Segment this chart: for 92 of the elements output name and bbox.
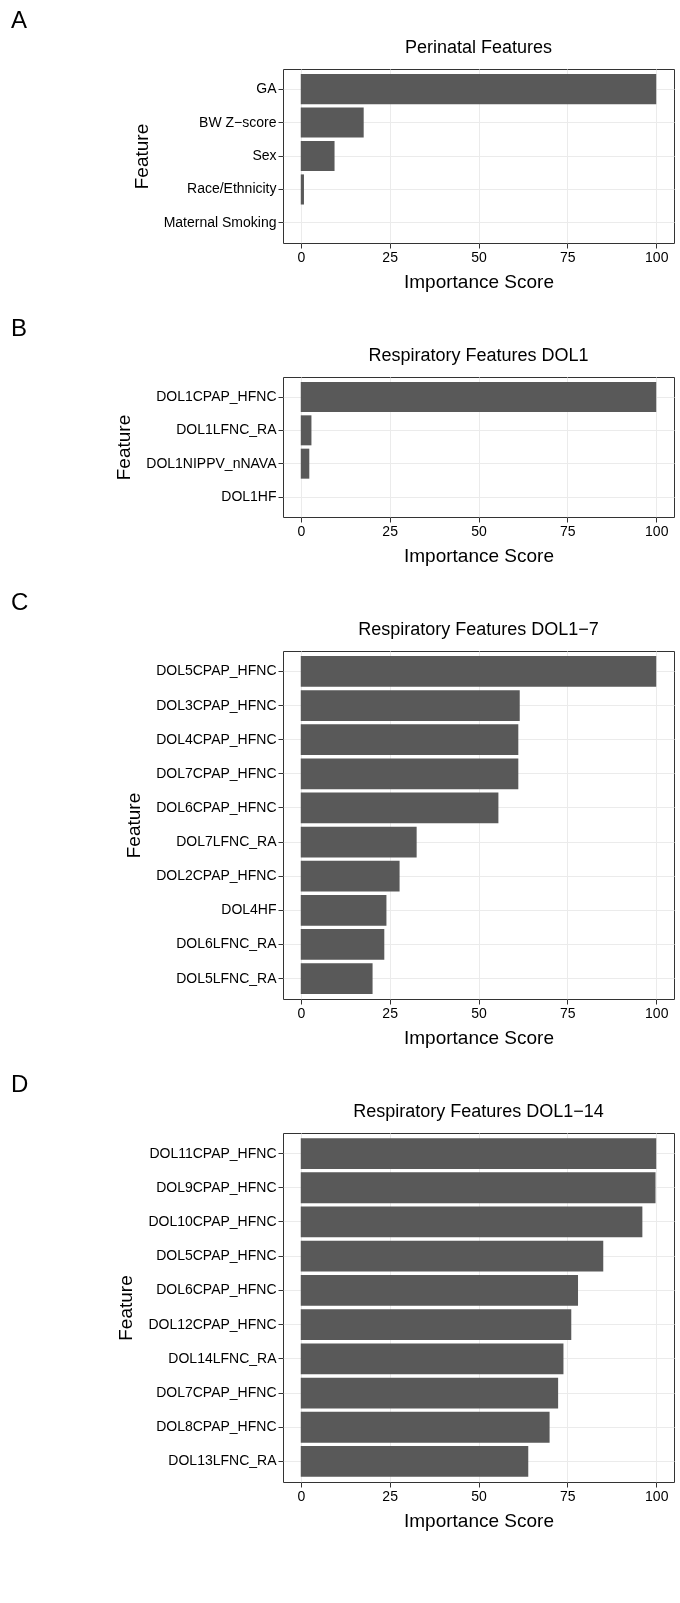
bar [300,1411,550,1443]
y-tick-label: DOL7LFNC_RA [176,833,278,850]
y-tick-label: DOL5CPAP_HFNC [156,1247,277,1264]
chart-title: Respiratory Features DOL1−7 [358,619,599,639]
y-tick-label: GA [256,80,278,97]
x-tick-label: 0 [297,1004,306,1021]
y-tick-label: DOL9CPAP_HFNC [156,1178,277,1195]
y-tick-label: DOL6CPAP_HFNC [156,798,277,815]
x-tick-label: 100 [645,248,669,265]
x-tick-label: 75 [560,522,576,539]
bar [300,1240,604,1272]
x-tick-label: 25 [382,1487,399,1504]
text: D [11,1070,29,1097]
x-tick-label: 75 [560,1004,576,1021]
y-tick-label: DOL2CPAP_HFNC [156,867,277,884]
bar [300,74,657,105]
bar [300,1275,579,1306]
y-tick-label: DOL4CPAP_HFNC [156,730,277,747]
y-axis-title: Feature [115,1275,137,1341]
y-tick-label: DOL10CPAP_HFNC [148,1212,277,1229]
x-tick-label: 0 [297,248,306,265]
y-tick-label: DOL7CPAP_HFNC [156,1384,277,1401]
x-tick-label: 25 [382,248,399,265]
bar [300,1206,643,1238]
bar [300,415,312,446]
y-tick-label: DOL1CPAP_HFNC [156,388,277,404]
y-tick-label: DOL5LFNC_RA [176,969,278,986]
x-tick-label: 100 [645,522,669,539]
y-tick-label: Sex [252,147,277,163]
bar [300,929,385,960]
y-tick-label: DOL5CPAP_HFNC [156,662,277,679]
x-tick-label: 25 [382,522,399,539]
y-tick-label: DOL7CPAP_HFNC [156,764,277,781]
y-tick-label: DOL3CPAP_HFNC [156,696,277,713]
y-tick-label: DOL4HF [221,901,277,918]
x-tick-label: 25 [382,1004,399,1021]
bar [300,1343,564,1375]
y-tick-label: DOL6LFNC_RA [176,935,278,952]
bar [300,1377,559,1409]
x-tick-label: 50 [471,522,487,539]
y-tick-label: DOL6CPAP_HFNC [156,1281,277,1298]
y-tick-label: DOL12CPAP_HFNC [148,1315,277,1332]
y-tick-label: DOL11CPAP_HFNC [149,1144,277,1161]
y-axis-title: Feature [113,414,135,481]
text: A [11,6,28,33]
chart-title: Perinatal Features [404,37,553,57]
y-tick-label: DOL1NIPPV_nNAVA [146,454,278,471]
bar [300,826,417,858]
y-tick-label: Maternal Smoking [163,213,277,230]
x-tick-label: 100 [645,1487,669,1504]
x-tick-label: 0 [297,1487,306,1504]
x-axis-title: Importance Score [404,1509,554,1531]
y-tick-label: Race/Ethnicity [187,180,277,197]
y-tick-label: DOL1LFNC_RA [176,421,278,438]
bar [300,860,400,892]
text: C [11,588,29,615]
x-tick-label: 50 [471,1487,487,1504]
bar [300,894,387,926]
chart-title: Respiratory Features DOL1 [368,345,589,365]
x-tick-label: 75 [560,1487,576,1504]
bar [300,963,373,994]
x-tick-label: 75 [560,248,576,265]
x-tick-label: 50 [471,248,487,265]
y-tick-label: BW Z−score [199,113,277,130]
bar [300,758,519,790]
y-tick-label: DOL1HF [221,488,277,504]
bar [300,448,310,479]
x-axis-title: Importance Score [404,1026,554,1048]
y-tick-label: DOL14LFNC_RA [168,1349,278,1366]
bar [300,1138,657,1169]
x-axis-title: Importance Score [404,270,554,292]
bar [300,690,520,721]
x-tick-label: 0 [297,522,306,539]
y-tick-label: DOL13LFNC_RA [168,1452,278,1469]
bar [300,107,364,138]
bar [300,1172,656,1204]
bar [300,792,499,824]
y-tick-label: DOL8CPAP_HFNC [156,1418,277,1435]
x-tick-label: 100 [645,1004,669,1021]
y-axis-title: Feature [123,792,145,859]
bar [300,1446,529,1477]
bar [300,724,519,756]
bar [300,174,304,205]
bar [300,1309,572,1340]
text: B [11,314,28,341]
bar [300,140,335,172]
x-axis-title: Importance Score [404,544,554,566]
x-tick-label: 50 [471,1004,487,1021]
bar [300,656,657,687]
chart-title: Respiratory Features DOL1−14 [353,1101,604,1121]
y-axis-title: Feature [130,123,152,190]
bar [300,382,657,412]
